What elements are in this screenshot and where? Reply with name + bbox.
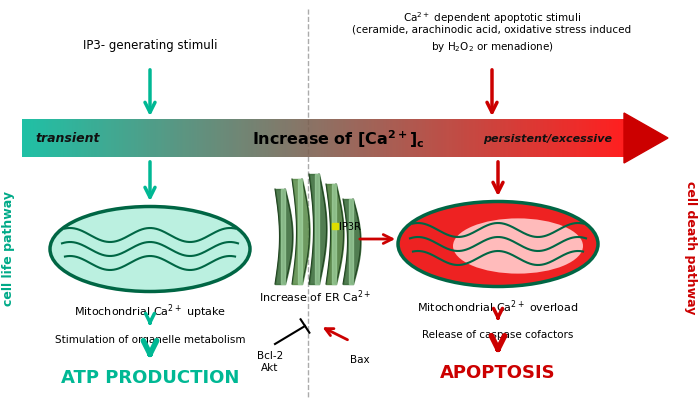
Text: ATP PRODUCTION: ATP PRODUCTION bbox=[61, 368, 239, 386]
Text: Mitochondrial Ca$^{2+}$ overload: Mitochondrial Ca$^{2+}$ overload bbox=[417, 298, 579, 315]
Ellipse shape bbox=[398, 202, 598, 287]
Text: APOPTOSIS: APOPTOSIS bbox=[440, 363, 556, 381]
Text: Bax: Bax bbox=[350, 354, 370, 364]
Text: Bcl-2
Akt: Bcl-2 Akt bbox=[257, 350, 283, 372]
Text: by H$_2$O$_2$ or menadione): by H$_2$O$_2$ or menadione) bbox=[431, 40, 554, 54]
Text: Increase of ER Ca$^{2+}$: Increase of ER Ca$^{2+}$ bbox=[259, 288, 371, 305]
Text: (ceramide, arachinodic acid, oxidative stress induced: (ceramide, arachinodic acid, oxidative s… bbox=[352, 25, 632, 35]
Text: cell life pathway: cell life pathway bbox=[3, 190, 15, 305]
Polygon shape bbox=[624, 114, 668, 164]
Text: Ca$^{2+}$ dependent apoptotic stimuli: Ca$^{2+}$ dependent apoptotic stimuli bbox=[403, 10, 581, 26]
Ellipse shape bbox=[453, 219, 583, 274]
Text: Release of caspase cofactors: Release of caspase cofactors bbox=[422, 329, 574, 339]
Text: transient: transient bbox=[36, 132, 101, 145]
Text: $\bf{Increase\ of\ [Ca^{2+}]_c}$: $\bf{Increase\ of\ [Ca^{2+}]_c}$ bbox=[252, 128, 424, 149]
Text: IP3R: IP3R bbox=[339, 222, 361, 231]
Text: IP3- generating stimuli: IP3- generating stimuli bbox=[83, 38, 217, 51]
Text: Mitochondrial Ca$^{2+}$ uptake: Mitochondrial Ca$^{2+}$ uptake bbox=[74, 302, 226, 320]
Text: persistent/excessive: persistent/excessive bbox=[484, 134, 613, 144]
Text: Stimulation of organelle metabolism: Stimulation of organelle metabolism bbox=[54, 334, 245, 344]
Text: cell death pathway: cell death pathway bbox=[683, 181, 697, 314]
Ellipse shape bbox=[50, 207, 250, 292]
